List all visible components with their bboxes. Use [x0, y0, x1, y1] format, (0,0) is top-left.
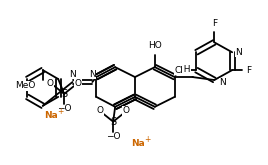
- Text: HO: HO: [148, 41, 162, 50]
- Text: N: N: [219, 79, 226, 87]
- Text: MeO: MeO: [16, 82, 36, 90]
- Text: N: N: [69, 70, 76, 79]
- Text: O: O: [97, 106, 104, 115]
- Text: S: S: [61, 89, 67, 99]
- Text: NH: NH: [177, 65, 190, 74]
- Text: +: +: [144, 135, 150, 144]
- Text: S: S: [110, 117, 116, 127]
- Text: Na: Na: [131, 139, 145, 148]
- Text: −O: −O: [106, 132, 120, 141]
- Text: N: N: [89, 70, 96, 79]
- Text: F: F: [246, 66, 251, 75]
- Text: +: +: [57, 107, 64, 116]
- Text: F: F: [212, 19, 217, 28]
- Text: O: O: [47, 80, 54, 88]
- Text: O: O: [75, 80, 81, 88]
- Text: Na: Na: [44, 111, 58, 120]
- Text: −O: −O: [57, 104, 72, 113]
- Text: Cl: Cl: [175, 66, 184, 75]
- Text: O: O: [122, 106, 129, 115]
- Text: N: N: [235, 48, 242, 57]
